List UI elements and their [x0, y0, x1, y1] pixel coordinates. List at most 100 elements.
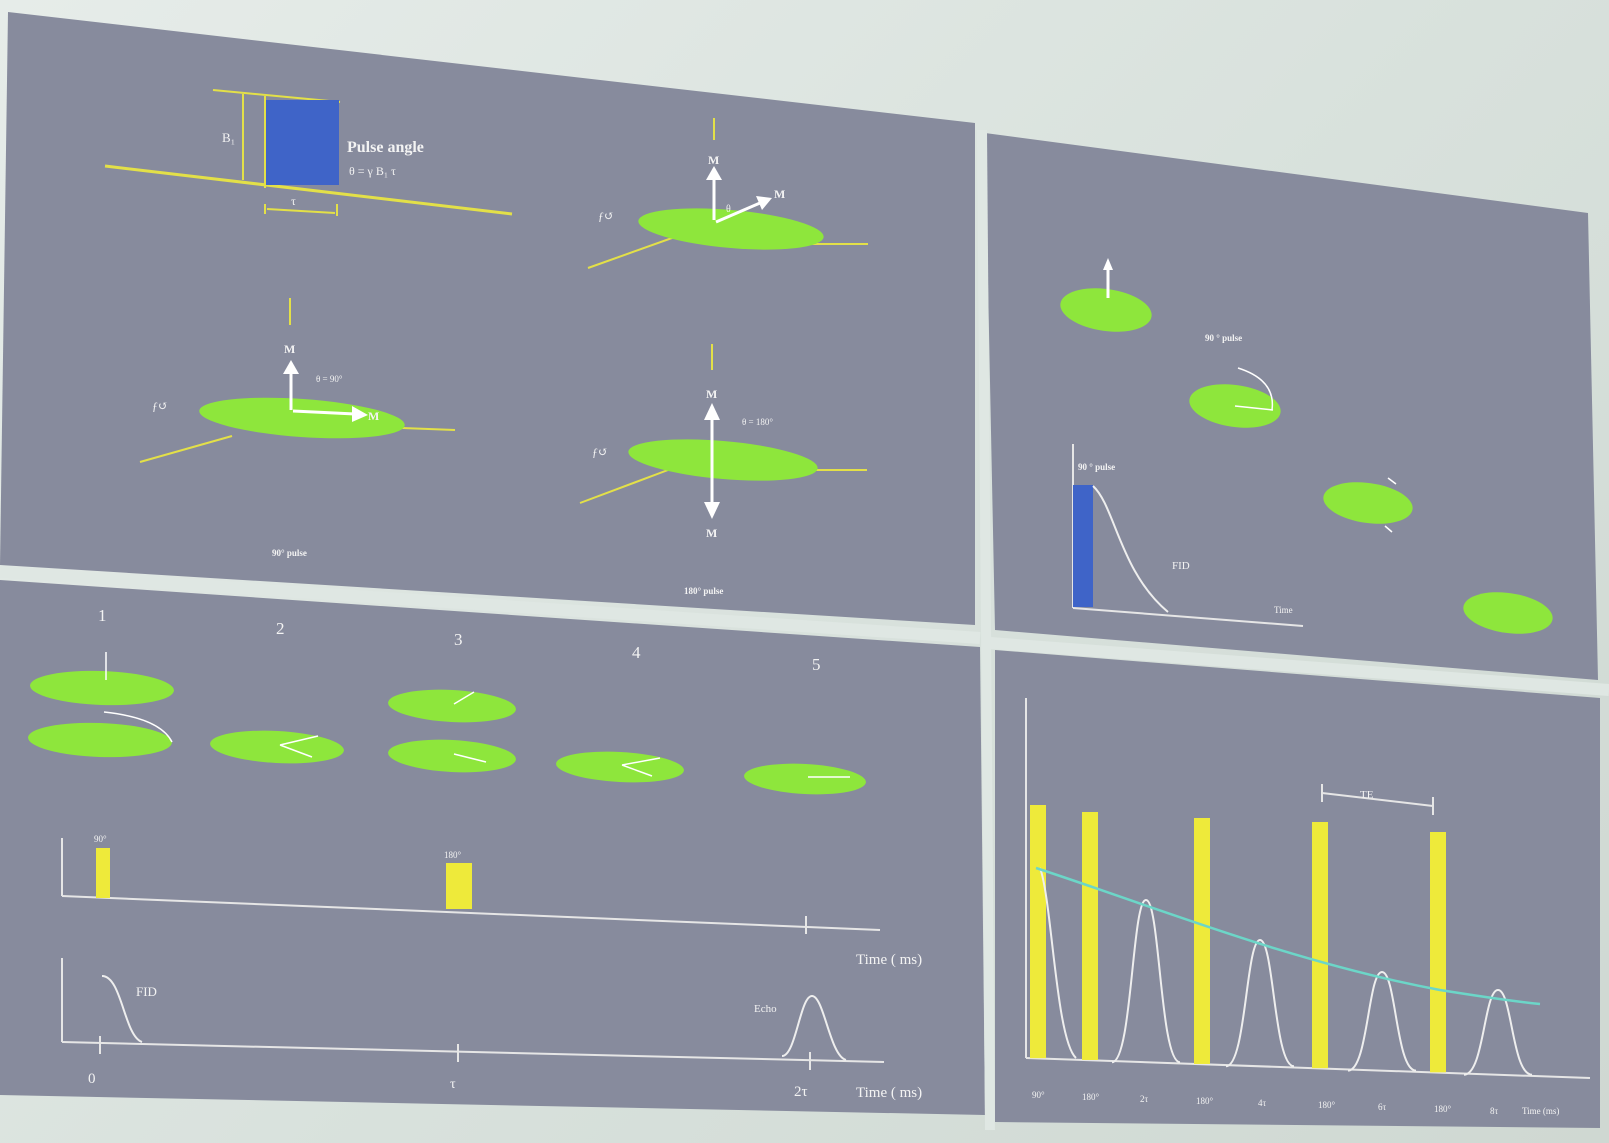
tau-label: τ	[291, 194, 296, 208]
time-label: Time	[1274, 605, 1293, 615]
spin-disk	[1060, 288, 1152, 332]
panel-divider	[0, 566, 981, 644]
echo-disks	[28, 652, 866, 795]
spin-disk	[388, 739, 516, 773]
spin-disk	[1323, 482, 1413, 524]
echo-peak	[1225, 938, 1295, 1068]
b1-pulse-block	[265, 100, 339, 185]
panel-echo-train: TE 90° 180° 2τ 180° 4τ 180° 6τ 180° 8τ T…	[995, 650, 1600, 1128]
step-labels: 1 2 3 4 5	[98, 606, 821, 674]
rotation-icon: ƒ↺	[592, 445, 608, 459]
pulse-sketch: B₁ τ Pulse angle θ = γ B₁ τ	[104, 89, 513, 216]
m-label: M	[708, 153, 719, 167]
x-label: 2τ	[1140, 1094, 1149, 1104]
panel-c-background	[0, 580, 985, 1115]
echo-label: Echo	[754, 1003, 777, 1015]
tick-label: 2τ	[794, 1084, 808, 1100]
step-label: 3	[454, 630, 463, 649]
flip-general: M M θ ƒ↺	[587, 118, 868, 269]
tick-label: τ	[450, 1077, 456, 1092]
fid-label: FID	[136, 984, 157, 999]
rotation-icon: ƒ↺	[598, 209, 614, 223]
panel-divider	[977, 129, 995, 1131]
panel-spin-echo: 1 2 3 4 5 90°	[0, 580, 985, 1115]
spin-disk	[744, 763, 866, 795]
b1-label: B₁	[222, 130, 235, 145]
panel-fid: 90 ° pulse 90 ° pulse FID Time	[985, 133, 1598, 680]
te-label: TE	[1360, 789, 1374, 801]
pulse-bars	[1030, 805, 1446, 1073]
echo-peak	[1463, 988, 1533, 1076]
m-label: M	[706, 526, 717, 540]
echo-peaks	[1039, 867, 1533, 1076]
spin-disk	[628, 439, 818, 481]
pulse-180-bar	[1082, 812, 1098, 1060]
x-axis-labels: 90° 180° 2τ 180° 4τ 180° 6τ 180° 8τ Time…	[1032, 1090, 1559, 1116]
spin-disk	[30, 670, 174, 706]
signal-timeline: FID Echo 0 τ 2τ Time ( ms)	[61, 958, 922, 1101]
fid-curve	[1039, 867, 1077, 1059]
x-label: 90°	[1032, 1090, 1045, 1100]
pulse-180-bar	[1312, 822, 1328, 1069]
spin-disk	[1463, 592, 1553, 634]
pulse-label: 90 ° pulse	[1078, 462, 1115, 472]
x-label: 6τ	[1378, 1102, 1387, 1112]
panel-d-background	[995, 650, 1600, 1128]
flip-180: M M θ = 180° ƒ↺ 180° pulse	[579, 344, 867, 596]
spin-disk	[28, 722, 172, 758]
time-axis-label: Time ( ms)	[856, 1085, 922, 1101]
spin-disk	[210, 730, 344, 764]
pulse-formula: θ = γ B₁ τ	[349, 164, 396, 178]
tick-label: 0	[88, 1071, 96, 1087]
step-label: 2	[276, 619, 285, 638]
pulse-timeline: 90° 180° Time ( ms)	[61, 834, 922, 968]
x-label: Time (ms)	[1522, 1106, 1559, 1116]
step-label: 5	[812, 655, 821, 674]
caption-90-pulse: 90° pulse	[272, 548, 307, 558]
theta-180-label: θ = 180°	[742, 417, 773, 427]
echo-peak	[1111, 898, 1181, 1064]
pulse-angle-label: Pulse angle	[347, 139, 424, 156]
panel-a-background	[0, 12, 975, 625]
te-marker: TE	[1321, 784, 1434, 815]
theta-label: θ	[726, 204, 731, 215]
pulse-180-label: 180°	[444, 850, 462, 860]
pulse-90-label: 90°	[94, 834, 107, 844]
step-label: 1	[98, 606, 107, 625]
panel-pulse-angle: B₁ τ Pulse angle θ = γ B₁ τ M M θ ƒ↺	[0, 12, 975, 625]
fid-label: FID	[1172, 560, 1190, 572]
theta-90-label: θ = 90°	[316, 374, 343, 384]
pulse-90-block	[1073, 485, 1093, 607]
m-label: M	[368, 409, 379, 423]
time-axis-label: Time ( ms)	[856, 952, 922, 968]
x-label: 180°	[1434, 1104, 1452, 1114]
m-label: M	[774, 187, 785, 201]
x-label: 180°	[1082, 1092, 1100, 1102]
echo-peak	[1347, 970, 1417, 1072]
t2-decay-envelope	[1035, 866, 1541, 1006]
panel-divider	[989, 637, 1609, 696]
flip-90: M M θ = 90° ƒ↺ 90° pulse	[139, 298, 456, 558]
pulse-label: 90 ° pulse	[1205, 333, 1242, 343]
pulse-180-bar	[446, 863, 472, 909]
rotation-icon: ƒ↺	[152, 399, 168, 413]
x-label: 180°	[1318, 1100, 1336, 1110]
panel-b-background	[985, 133, 1598, 680]
spin-disk	[388, 689, 516, 723]
pulse-90-bar	[1030, 805, 1046, 1059]
x-label: 8τ	[1490, 1106, 1499, 1116]
x-label: 180°	[1196, 1096, 1214, 1106]
dephasing-disks: 90 ° pulse	[1060, 258, 1553, 634]
x-label: 4τ	[1258, 1098, 1267, 1108]
m-label: M	[284, 342, 295, 356]
pulse-180-bar	[1430, 832, 1446, 1073]
pulse-180-bar	[1194, 818, 1210, 1064]
caption-180-pulse: 180° pulse	[684, 586, 723, 596]
m-label: M	[706, 387, 717, 401]
fid-plot: 90 ° pulse FID Time	[1072, 444, 1304, 627]
pulse-90-bar	[96, 848, 110, 898]
step-label: 4	[632, 643, 641, 662]
spin-disk	[638, 208, 824, 250]
